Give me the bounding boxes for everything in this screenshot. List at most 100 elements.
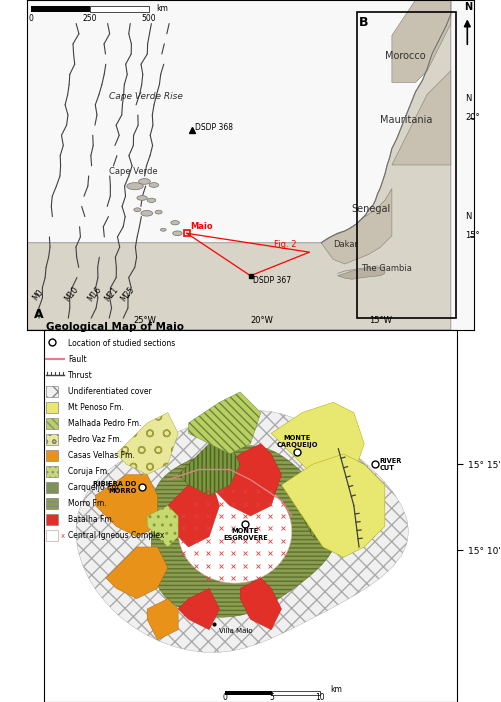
Text: 10: 10 [315, 693, 325, 702]
Text: 25°W: 25°W [133, 316, 156, 325]
Text: N: N [465, 95, 471, 103]
Ellipse shape [127, 183, 143, 190]
Polygon shape [106, 547, 168, 599]
Ellipse shape [141, 211, 153, 216]
Text: The Gambia: The Gambia [361, 264, 412, 273]
Text: Morro Fm.: Morro Fm. [68, 499, 107, 508]
Text: A: A [34, 308, 43, 321]
Polygon shape [147, 505, 178, 547]
Text: MONTE
CARQUEIJO: MONTE CARQUEIJO [276, 435, 318, 448]
Text: x: x [60, 533, 65, 538]
Text: 5: 5 [270, 693, 275, 702]
Text: Cape Verde: Cape Verde [109, 167, 158, 176]
Text: km: km [330, 684, 342, 694]
Text: M10: M10 [63, 286, 80, 304]
Ellipse shape [139, 178, 150, 185]
Bar [46, 451, 58, 461]
Ellipse shape [173, 231, 182, 236]
Bar [46, 515, 58, 525]
Bar [46, 531, 58, 541]
Bar [224, 691, 272, 695]
Ellipse shape [171, 220, 179, 225]
Bar [46, 435, 58, 444]
Polygon shape [271, 402, 364, 485]
Text: Central Igneous Complex: Central Igneous Complex [68, 531, 164, 540]
Text: Location of studied sections: Location of studied sections [68, 339, 175, 348]
Text: Fault: Fault [68, 355, 87, 364]
Text: Villa Malo: Villa Malo [219, 628, 253, 634]
Bar [46, 386, 58, 397]
Ellipse shape [160, 228, 166, 231]
Ellipse shape [137, 196, 147, 200]
Text: Thrust: Thrust [68, 371, 93, 380]
Ellipse shape [149, 183, 159, 187]
Text: Undiferentiated cover: Undiferentiated cover [68, 387, 152, 396]
Bar [46, 482, 58, 493]
Text: Morocco: Morocco [385, 51, 425, 61]
Text: N: N [465, 212, 471, 221]
Polygon shape [178, 588, 219, 630]
Bar [46, 402, 58, 413]
Text: 0: 0 [222, 693, 227, 702]
Polygon shape [321, 189, 392, 264]
Text: 0: 0 [29, 14, 34, 23]
Polygon shape [178, 444, 240, 496]
Text: Dakar: Dakar [333, 241, 358, 249]
Polygon shape [27, 0, 451, 330]
Polygon shape [178, 479, 292, 583]
Polygon shape [157, 475, 219, 547]
Text: Fig. 2: Fig. 2 [274, 241, 297, 249]
Text: 250: 250 [83, 14, 98, 23]
Bar [46, 498, 58, 509]
Text: Cape Verde Rise: Cape Verde Rise [109, 92, 183, 101]
Bar [272, 691, 320, 695]
Text: Batalha Fm.: Batalha Fm. [68, 515, 114, 524]
Polygon shape [282, 454, 385, 557]
Bar [32, 6, 90, 12]
Text: Coruja Fm.: Coruja Fm. [68, 467, 110, 476]
Text: Maio: Maio [190, 222, 213, 230]
Polygon shape [188, 392, 261, 454]
Polygon shape [147, 599, 178, 640]
Bar [46, 418, 58, 429]
Ellipse shape [155, 210, 162, 214]
Text: 20°: 20° [465, 113, 479, 122]
Text: B: B [359, 16, 368, 29]
Text: 500: 500 [142, 14, 156, 23]
Polygon shape [209, 444, 282, 516]
Polygon shape [392, 71, 451, 165]
Bar [357, 12, 455, 318]
Text: MONTE
ESGROVERE: MONTE ESGROVERE [223, 529, 268, 541]
Text: km: km [156, 4, 168, 13]
Text: Carqueijo Fm.: Carqueijo Fm. [68, 483, 121, 492]
Text: DSDP 367: DSDP 367 [253, 276, 291, 285]
Text: Mt Penoso Fm.: Mt Penoso Fm. [68, 403, 124, 412]
Polygon shape [76, 411, 409, 652]
Text: 15°: 15° [465, 231, 479, 240]
Polygon shape [178, 479, 292, 583]
Ellipse shape [147, 198, 156, 202]
Text: M21: M21 [103, 286, 120, 304]
Bar [46, 466, 58, 477]
Polygon shape [313, 454, 385, 547]
Text: Casas Velhas Fm.: Casas Velhas Fm. [68, 451, 135, 460]
Polygon shape [240, 578, 282, 630]
Text: DSDP 368: DSDP 368 [195, 123, 233, 131]
Text: Malhada Pedro Fm.: Malhada Pedro Fm. [68, 419, 142, 428]
Text: M0: M0 [31, 287, 46, 302]
Text: N: N [464, 2, 472, 12]
Text: M16: M16 [86, 286, 104, 304]
Bar [90, 6, 149, 12]
Text: 20°W: 20°W [251, 316, 274, 325]
Text: M25: M25 [119, 286, 137, 304]
Text: RIVER
CUT: RIVER CUT [380, 458, 402, 471]
Polygon shape [302, 485, 364, 547]
Text: Geological Map of Maio: Geological Map of Maio [46, 322, 184, 332]
Text: 15°W: 15°W [369, 316, 392, 325]
Text: Senegal: Senegal [352, 204, 391, 214]
Polygon shape [392, 0, 451, 83]
Polygon shape [338, 266, 385, 279]
Polygon shape [96, 475, 157, 536]
Ellipse shape [134, 208, 141, 211]
Polygon shape [116, 413, 178, 475]
